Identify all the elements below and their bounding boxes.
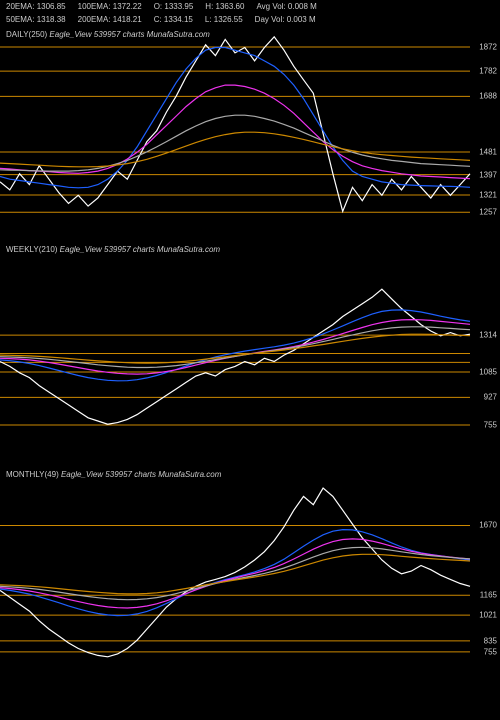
y-axis-label: 1085 [478, 367, 498, 376]
dayvol: Day Vol: 0.003 M [255, 15, 316, 24]
panel-title: MONTHLY(49) Eagle_View 539957 charts Mun… [6, 470, 221, 479]
ma-series [0, 547, 470, 599]
y-axis-label: 1321 [478, 191, 498, 200]
price-series [0, 488, 470, 657]
chart-svg [0, 241, 500, 466]
chart-svg [0, 26, 500, 241]
close: C: 1334.15 [154, 15, 193, 24]
chart-panel-daily: DAILY(250) Eagle_View 539957 charts Muna… [0, 26, 500, 241]
y-axis-label: 1397 [478, 170, 498, 179]
ema20: 20EMA: 1306.85 [6, 2, 66, 11]
y-axis-label: 1257 [478, 208, 498, 217]
y-axis-label: 755 [483, 421, 498, 430]
ma-series [0, 539, 470, 608]
avgvol: Avg Vol: 0.008 M [256, 2, 316, 11]
y-axis-label: 835 [483, 636, 498, 645]
low: L: 1326.55 [205, 15, 243, 24]
ema200: 200EMA: 1418.21 [78, 15, 142, 24]
ema50: 50EMA: 1318.38 [6, 15, 66, 24]
ma-series [0, 115, 470, 171]
ma-series [0, 554, 470, 594]
header-row-2: 50EMA: 1318.38 200EMA: 1418.21 C: 1334.1… [0, 13, 500, 26]
ema100: 100EMA: 1372.22 [78, 2, 142, 11]
y-axis-label: 1688 [478, 92, 498, 101]
chart-svg [0, 466, 500, 701]
panel-title: DAILY(250) Eagle_View 539957 charts Muna… [6, 30, 210, 39]
y-axis-label: 755 [483, 647, 498, 656]
y-axis-label: 1165 [479, 591, 498, 600]
ma-series [0, 327, 470, 368]
price-series [0, 37, 470, 212]
y-axis-label: 1021 [478, 611, 498, 620]
y-axis-label: 1782 [478, 67, 498, 76]
high: H: 1363.60 [205, 2, 244, 11]
chart-panel-weekly: WEEKLY(210) Eagle_View 539957 charts Mun… [0, 241, 500, 466]
ma-series [0, 85, 470, 179]
y-axis-label: 1670 [478, 521, 498, 530]
y-axis-label: 927 [483, 393, 498, 402]
panel-title: WEEKLY(210) Eagle_View 539957 charts Mun… [6, 245, 220, 254]
chart-panel-monthly: MONTHLY(49) Eagle_View 539957 charts Mun… [0, 466, 500, 701]
y-axis-label: 1314 [478, 331, 498, 340]
open: O: 1333.95 [154, 2, 194, 11]
header-row-1: 20EMA: 1306.85 100EMA: 1372.22 O: 1333.9… [0, 0, 500, 13]
y-axis-label: 1481 [478, 148, 498, 157]
ma-series [0, 334, 470, 363]
y-axis-label: 1872 [478, 42, 498, 51]
